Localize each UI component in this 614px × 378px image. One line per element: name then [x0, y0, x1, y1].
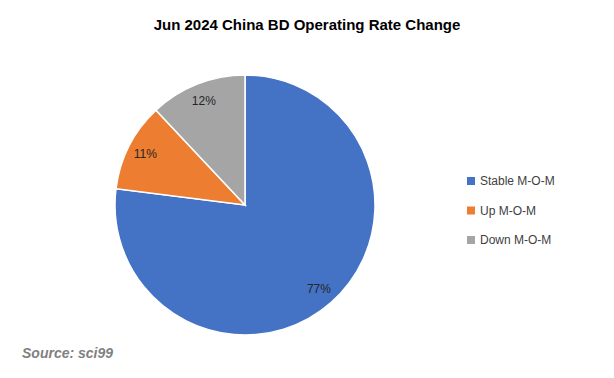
data-label: 77%: [307, 282, 331, 296]
pie-slice: [115, 75, 375, 335]
pie: [115, 75, 375, 335]
data-labels: 77% 11% 12%: [134, 94, 331, 296]
legend-swatch: [467, 177, 475, 185]
data-label: 11%: [134, 147, 157, 161]
legend-item: Down M-O-M: [467, 233, 551, 247]
legend-item: Up M-O-M: [467, 204, 536, 218]
data-label: 12%: [192, 94, 216, 108]
legend-swatch: [467, 207, 475, 215]
legend-item: Stable M-O-M: [467, 174, 555, 188]
legend-label: Down M-O-M: [480, 233, 551, 247]
chart: Jun 2024 China BD Operating Rate Change 7…: [0, 0, 614, 378]
legend-label: Stable M-O-M: [480, 174, 555, 188]
legend-label: Up M-O-M: [480, 204, 536, 218]
title: Jun 2024 China BD Operating Rate Change: [154, 16, 461, 33]
legend-swatch: [467, 236, 475, 244]
source: Source: sci99: [22, 345, 113, 361]
legend: Stable M-O-M Up M-O-M Down M-O-M: [467, 174, 555, 247]
pie-slice: [156, 75, 245, 205]
